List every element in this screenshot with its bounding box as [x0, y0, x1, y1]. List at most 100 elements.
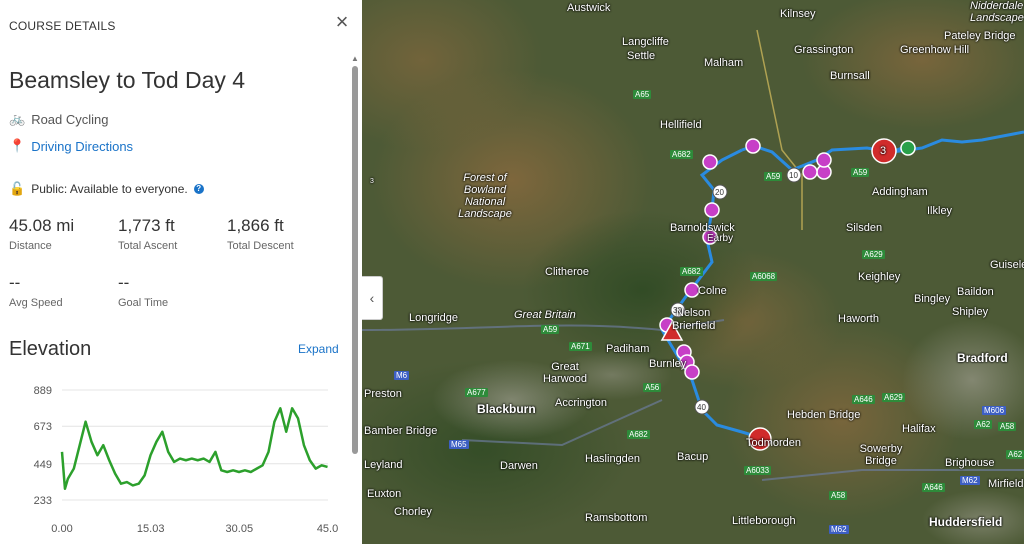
road-label: A646 [922, 483, 945, 492]
road-label: M606 [982, 406, 1007, 415]
town-label: Settle [627, 50, 656, 62]
town-label: Burnley [649, 358, 687, 370]
town-label: Austwick [567, 2, 611, 14]
y-tick-label: 233 [34, 495, 52, 507]
town-label: Haslingden [585, 453, 641, 465]
road-label: A629 [882, 393, 905, 402]
town-label: Greenhow Hill [900, 44, 970, 56]
panel-header: COURSE DETAILS [9, 19, 116, 33]
info-icon[interactable]: ? [193, 184, 204, 194]
course-title: Beamsley to Tod Day 4 [9, 67, 246, 93]
x-tick-label: 45.0 [317, 523, 338, 535]
x-tick-label: 30.05 [226, 523, 254, 535]
road-label: A59 [851, 168, 870, 177]
town-label: Mirfield [988, 478, 1024, 490]
scrollbar[interactable]: ▲ [350, 54, 360, 544]
stat-value: 45.08 mi [9, 216, 75, 235]
town-label: Euxton [367, 488, 402, 500]
scroll-up-icon[interactable]: ▲ [351, 54, 359, 63]
town-label: Barnoldswick [670, 222, 735, 234]
town-label: Grassington [794, 44, 854, 56]
town-label: Blackburn [477, 402, 536, 416]
scrollbar-thumb[interactable] [352, 66, 358, 454]
map-pin-icon: 📍 [9, 138, 26, 153]
road-label: A62 [974, 420, 993, 429]
road-label: M65 [449, 440, 469, 449]
privacy-row: 🔓 Public: Available to everyone. ? [9, 181, 204, 197]
town-label: Chorley [394, 506, 432, 518]
town-label: Hebden Bridge [787, 409, 861, 421]
driving-directions-row[interactable]: 📍 Driving Directions [9, 138, 133, 154]
road-label: A59 [764, 172, 783, 181]
stat-value: -- [118, 273, 130, 292]
town-label: Baildon [957, 286, 994, 298]
town-label: Keighley [858, 271, 901, 283]
road-label: A6033 [744, 466, 772, 475]
town-label: Great Harwood [542, 361, 588, 385]
town-label: Padiham [606, 343, 650, 355]
stat-total-ascent: 1,773 ft Total Ascent [118, 216, 177, 252]
town-label: Littleborough [732, 515, 796, 527]
road-label: A677 [465, 388, 488, 397]
town-label: Sowerby Bridge [859, 443, 903, 467]
map-view[interactable]: 3 3 10 20 30 40 Austwick Kilnsey Nidderd… [362, 0, 1024, 544]
stat-label: Total Ascent [118, 240, 178, 252]
town-label: Malham [704, 57, 744, 69]
town-label: Burnsall [830, 70, 870, 82]
collapse-panel-button[interactable]: ‹ [362, 276, 383, 320]
map-markers [659, 138, 916, 451]
town-label: Preston [364, 388, 402, 400]
town-label: Colne [698, 285, 727, 297]
close-icon[interactable]: × [335, 9, 349, 34]
y-tick-label: 449 [34, 459, 52, 471]
stat-label: Avg Speed [9, 297, 63, 309]
y-tick-label: 673 [34, 421, 52, 433]
privacy-text: Public: Available to everyone. [31, 182, 188, 196]
bicycle-icon: 🚲 [9, 111, 26, 126]
road-label: A58 [829, 491, 848, 500]
mile-marker: 30 [673, 306, 682, 315]
elevation-heading: Elevation [9, 338, 92, 360]
road-label: A671 [569, 342, 592, 351]
town-label: Ramsbottom [585, 512, 648, 524]
town-label: Bingley [914, 293, 951, 305]
stat-goal-time: -- Goal Time [118, 273, 168, 309]
x-tick-label: 15.03 [137, 523, 165, 535]
town-label: Leyland [364, 459, 403, 471]
town-label: Longridge [409, 312, 458, 324]
stat-distance: 45.08 mi Distance [9, 216, 74, 252]
town-label: Bamber Bridge [364, 425, 438, 437]
driving-directions-link[interactable]: Driving Directions [31, 138, 134, 154]
town-label: Accrington [555, 397, 607, 409]
road-label: A59 [541, 325, 560, 334]
mile-marker: 10 [789, 171, 798, 180]
stat-value: -- [9, 273, 21, 292]
activity-type: Road Cycling [31, 111, 109, 127]
town-label: Brighouse [945, 457, 995, 469]
expand-link[interactable]: Expand [298, 342, 339, 356]
mile-marker: 40 [697, 403, 706, 412]
town-label: Darwen [500, 460, 538, 472]
town-label: Huddersfield [929, 515, 1003, 529]
road-label: A6068 [750, 272, 778, 281]
course-details-panel: COURSE DETAILS × Beamsley to Tod Day 4 🚲… [0, 0, 363, 544]
town-label: Clitheroe [545, 266, 590, 278]
road-label: A682 [670, 150, 693, 159]
road-label: A65 [633, 90, 652, 99]
town-label: Shipley [952, 306, 989, 318]
stat-label: Distance [9, 240, 52, 252]
stat-label: Goal Time [118, 297, 169, 309]
town-label: Addingham [872, 186, 928, 198]
town-label: Todmorden [746, 437, 802, 449]
y-tick-label: 889 [34, 385, 52, 397]
town-label: Pateley Bridge [944, 30, 1016, 42]
start-marker-label: 3 [370, 178, 374, 185]
cluster-label[interactable]: 3 [880, 145, 887, 157]
road-label: A62 [1006, 450, 1024, 459]
stat-value: 1,773 ft [118, 216, 175, 235]
road-label: A646 [852, 395, 875, 404]
town-label: Halifax [902, 423, 936, 435]
road-label: A629 [862, 250, 885, 259]
town-label: Nelson [676, 307, 711, 319]
stat-total-descent: 1,866 ft Total Descent [227, 216, 294, 252]
